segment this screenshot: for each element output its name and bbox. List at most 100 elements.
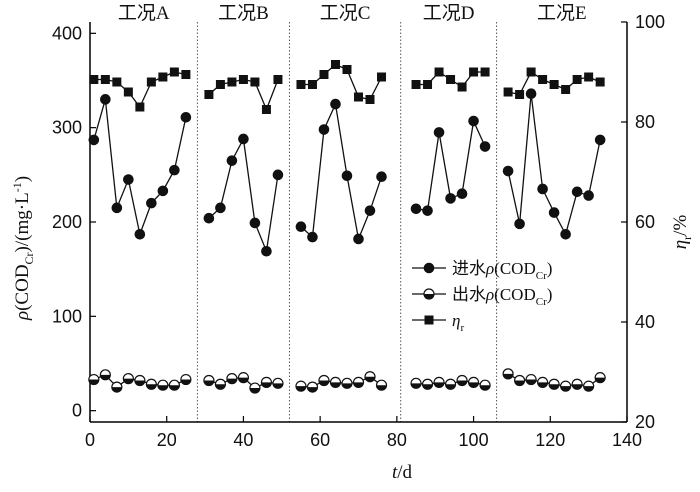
data-point xyxy=(169,164,180,176)
data-point xyxy=(134,228,146,240)
series-2 xyxy=(88,368,606,394)
marker-fill xyxy=(215,384,226,390)
data-point xyxy=(249,382,261,394)
data-point xyxy=(480,67,490,77)
marker-fill xyxy=(111,387,122,393)
series-line xyxy=(300,101,383,242)
data-point xyxy=(479,141,491,152)
y-axis-right-title: ηr/% xyxy=(670,215,694,250)
data-point xyxy=(503,87,513,97)
condition-label: 工况C xyxy=(320,3,371,24)
data-point xyxy=(168,379,180,391)
data-point xyxy=(249,217,261,229)
data-point xyxy=(261,245,272,257)
data-point xyxy=(594,372,606,384)
data-point xyxy=(330,98,341,110)
data-point xyxy=(375,379,388,391)
series-layer xyxy=(88,60,606,394)
data-point xyxy=(260,376,273,388)
data-point xyxy=(203,212,215,224)
data-point xyxy=(215,202,226,214)
data-point xyxy=(89,75,99,84)
x-tick-label: 140 xyxy=(612,430,642,450)
data-point xyxy=(446,75,456,84)
legend-item: ηr xyxy=(412,311,464,334)
data-point xyxy=(226,155,238,166)
marker-fill xyxy=(514,380,525,386)
y-left-tick-label: 300 xyxy=(52,118,82,138)
marker-fill xyxy=(365,376,376,382)
condition-label: 工况A xyxy=(118,3,170,24)
condition-labels: 工况A 工况B 工况C 工况D 工况E xyxy=(118,3,587,24)
data-point xyxy=(445,193,456,204)
marker-fill xyxy=(445,384,456,390)
marker-fill xyxy=(424,294,434,299)
data-point xyxy=(180,111,192,123)
legend-label: 出水ρ(CODCr) xyxy=(452,285,552,308)
data-point xyxy=(146,197,157,209)
marker-fill xyxy=(341,383,352,389)
data-point xyxy=(364,371,376,383)
marker-fill xyxy=(157,385,168,391)
data-point xyxy=(468,115,479,127)
marker-fill xyxy=(134,380,145,386)
data-point xyxy=(548,378,560,390)
marker-fill xyxy=(238,377,249,383)
data-point xyxy=(456,374,468,387)
data-point xyxy=(250,77,260,87)
y-right-tick-label: 60 xyxy=(635,212,655,232)
data-point xyxy=(145,378,157,390)
legend-marker xyxy=(424,315,434,325)
marker-fill xyxy=(422,384,433,390)
condition-label: 工况B xyxy=(218,3,269,24)
data-point xyxy=(134,374,146,387)
data-point xyxy=(410,377,422,389)
legend-marker xyxy=(423,262,435,274)
data-point xyxy=(410,203,422,215)
data-point xyxy=(352,376,365,388)
condition-label: 工况E xyxy=(537,3,587,24)
data-point xyxy=(444,378,457,390)
data-point xyxy=(376,171,387,183)
marker-fill xyxy=(376,385,387,391)
x-tick-label: 20 xyxy=(157,430,177,450)
marker-fill xyxy=(169,385,180,391)
data-point xyxy=(421,378,434,390)
marker-fill xyxy=(411,383,422,389)
data-point xyxy=(513,374,526,387)
x-axis-title: t/d xyxy=(392,462,413,483)
data-point xyxy=(215,80,225,89)
data-point xyxy=(214,378,227,390)
x-tick-label: 40 xyxy=(233,430,253,450)
data-point xyxy=(329,376,342,388)
marker-fill xyxy=(353,382,364,388)
data-point xyxy=(560,228,571,240)
data-point xyxy=(467,376,480,388)
marker-fill xyxy=(583,386,594,392)
marker-fill xyxy=(572,384,583,390)
data-point xyxy=(561,85,571,94)
marker-fill xyxy=(318,380,329,386)
condition-dividers xyxy=(196,22,498,422)
data-point xyxy=(433,376,445,388)
condition-label: 工况D xyxy=(423,3,475,24)
marker-fill xyxy=(249,388,260,394)
data-point xyxy=(272,377,284,389)
y-left-tick-label: 100 xyxy=(52,306,82,326)
data-point xyxy=(307,80,317,89)
marker-fill xyxy=(503,373,514,379)
data-point xyxy=(158,72,168,82)
data-point xyxy=(237,372,250,384)
data-point xyxy=(365,95,375,104)
data-point xyxy=(146,77,156,87)
data-point xyxy=(354,92,363,102)
data-point xyxy=(537,376,549,388)
y-right-tick-label: 100 xyxy=(635,12,665,32)
data-point xyxy=(296,80,306,89)
y-right-tick-label: 20 xyxy=(635,412,655,432)
marker-fill xyxy=(100,374,111,380)
data-point xyxy=(227,77,237,87)
y-left-tick-label: 0 xyxy=(72,401,82,421)
data-point xyxy=(515,90,525,99)
